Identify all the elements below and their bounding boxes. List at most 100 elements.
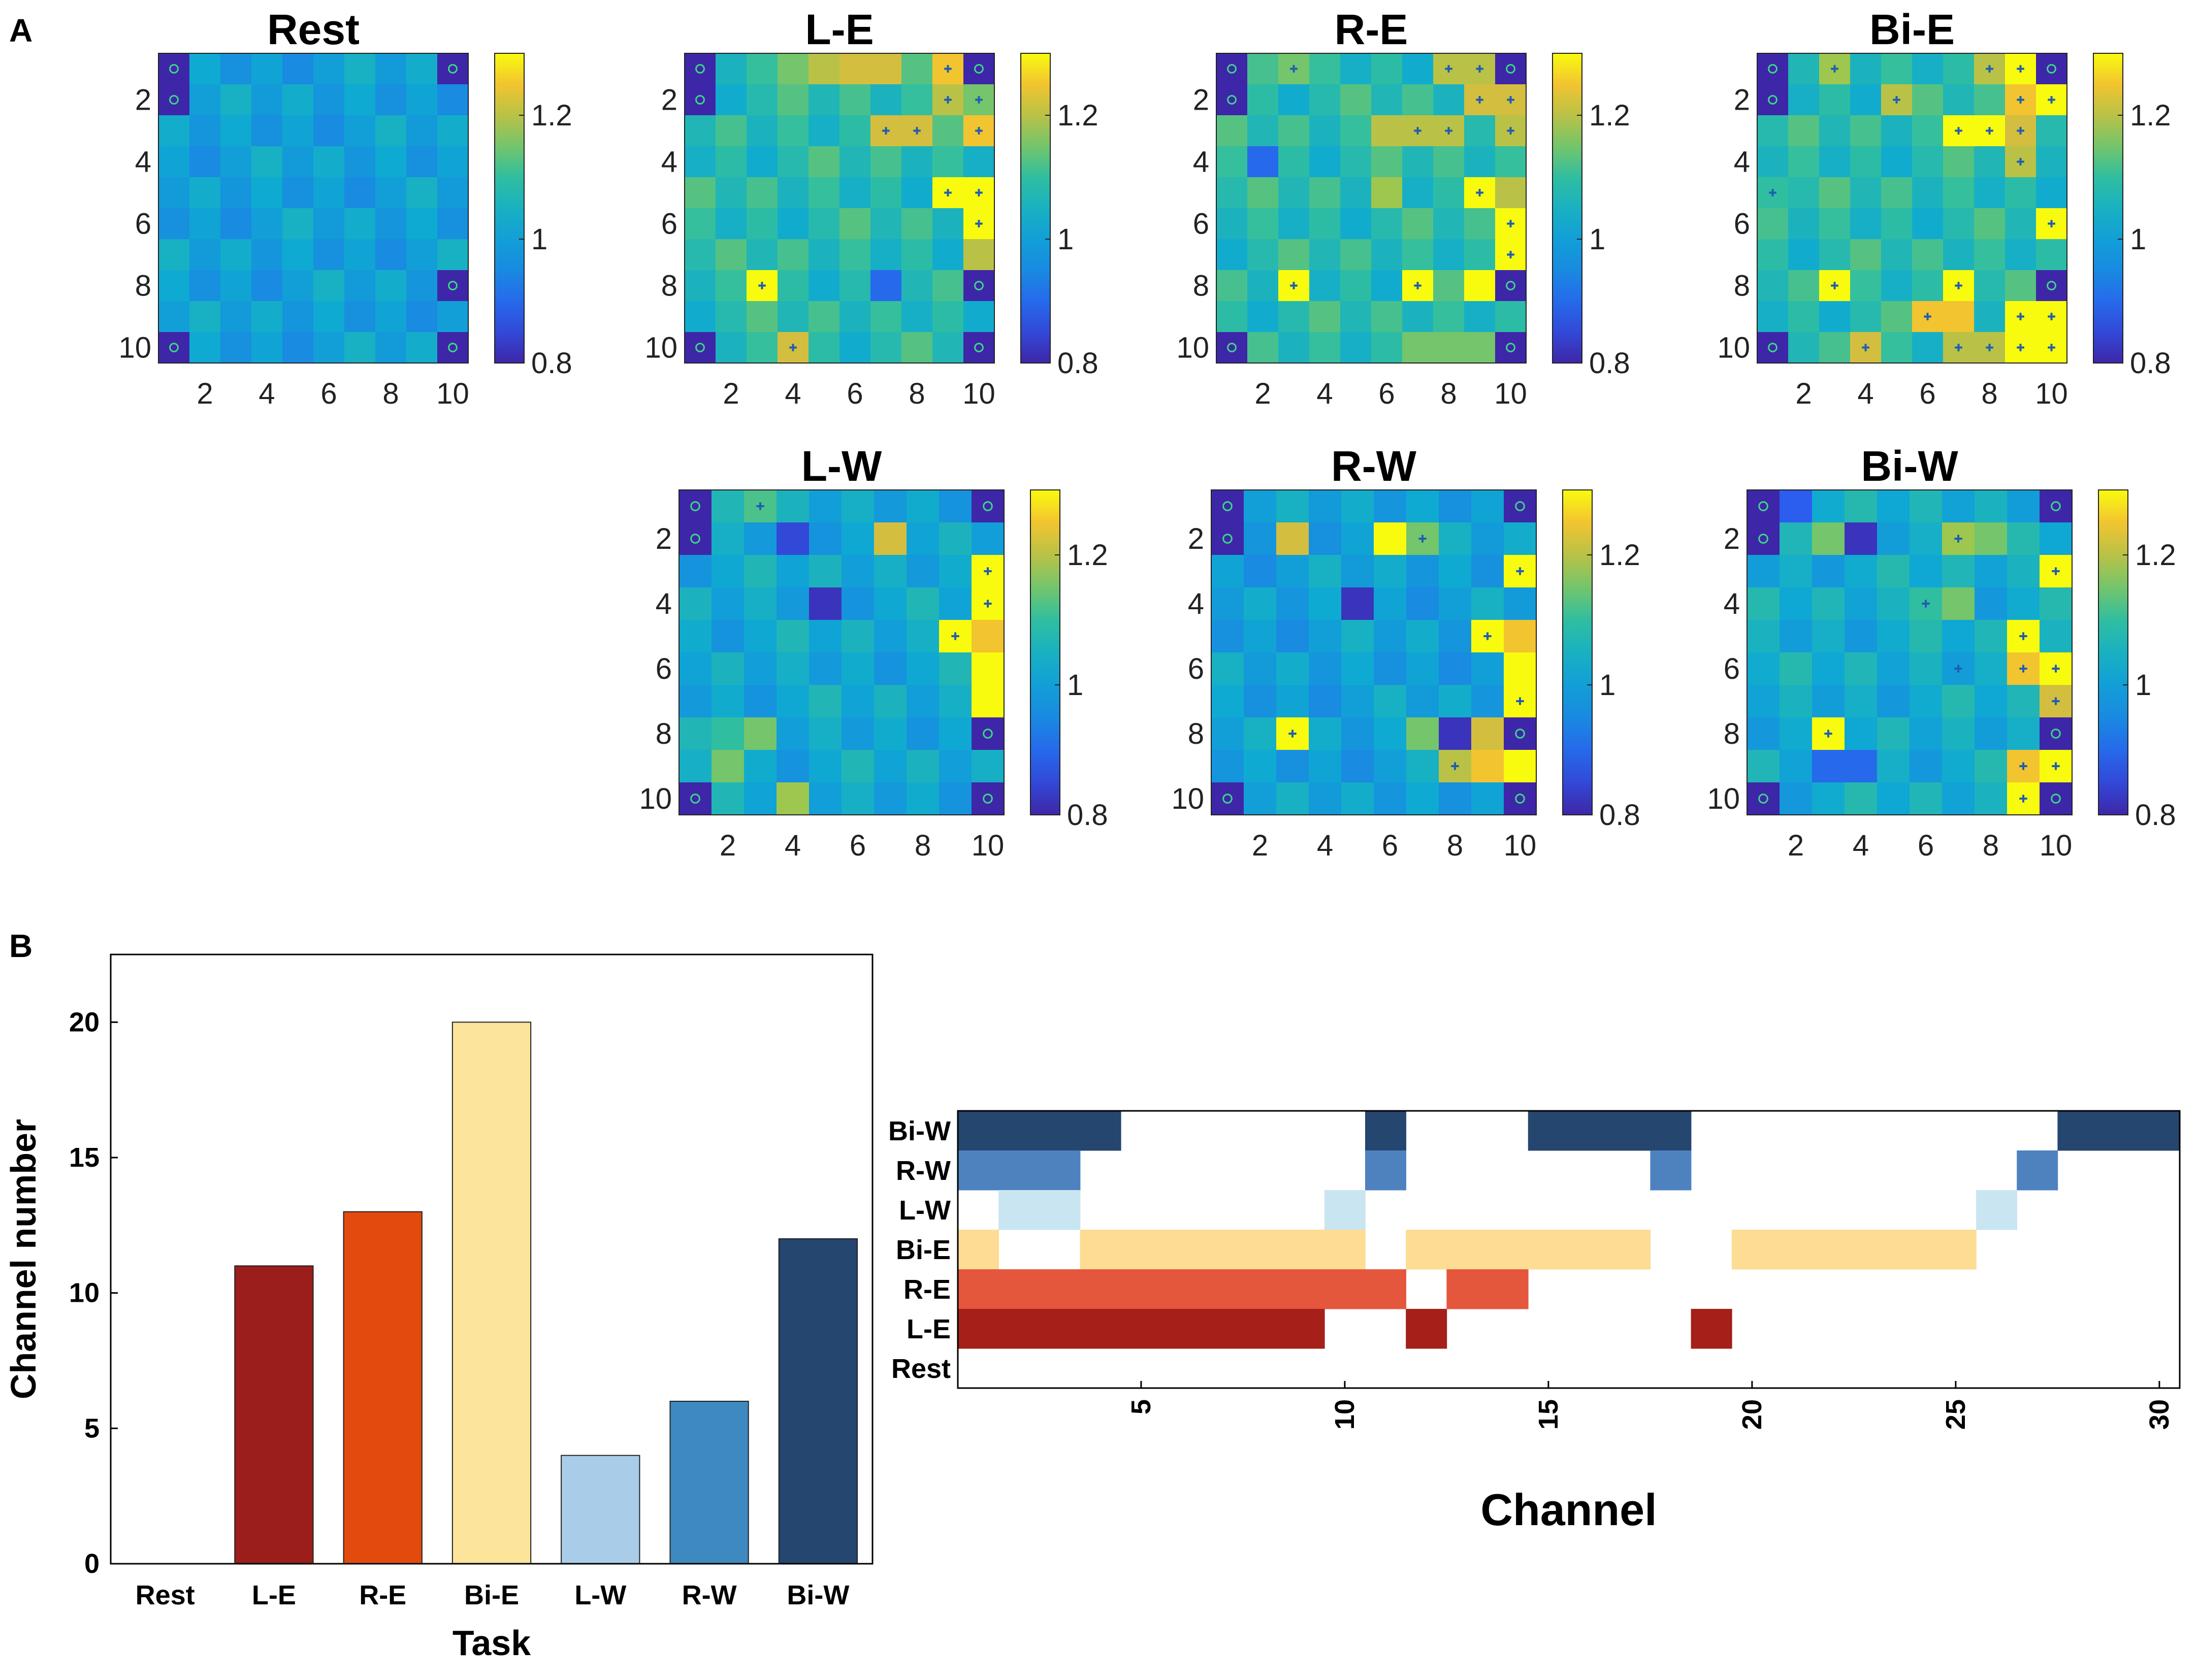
heatmap-cell	[1788, 146, 1820, 178]
heatmap-cell	[777, 522, 810, 555]
heatmap-cell	[251, 239, 283, 271]
heatmap-cell	[932, 208, 964, 240]
heatmap-cell	[1788, 208, 1820, 240]
heatmap-cell	[437, 146, 469, 178]
heatmap-cell	[777, 652, 810, 685]
heatmap-cell	[1975, 522, 2008, 555]
heatmap-cell	[1942, 490, 1975, 523]
heatmap-cell	[939, 555, 972, 588]
heatmap-cell	[1276, 620, 1309, 653]
significance-star-marker	[1924, 313, 1931, 320]
heatmap-title: Bi-E	[1869, 6, 1955, 53]
heatmap-cell	[282, 208, 314, 240]
heatmap-cell	[1402, 301, 1434, 333]
heatmap-cell	[1406, 587, 1439, 620]
heatmap-cell	[744, 522, 777, 555]
significance-star-marker	[975, 127, 983, 135]
heatmap-cell	[1276, 750, 1309, 783]
heatmap-cell	[809, 270, 840, 302]
x-tick-label: 2	[723, 377, 739, 410]
heatmap-cell	[1912, 177, 1944, 209]
y-tick-label: 4	[661, 146, 677, 179]
heatmap-title: R-E	[1335, 6, 1408, 53]
heatmap-cell	[1278, 208, 1310, 240]
x-tick-label: 10	[2035, 377, 2068, 410]
heatmap-cell	[1244, 717, 1277, 750]
significance-star-marker	[756, 502, 764, 510]
heatmap-cell	[1845, 555, 1878, 588]
y-tick-label: 0	[84, 1549, 100, 1579]
heatmap-title: L-W	[801, 442, 882, 490]
heatmap-cell	[839, 84, 871, 116]
heatmap-cell	[2005, 239, 2037, 271]
raster-cell-bi-w	[1080, 1111, 1121, 1151]
heatmap-cell	[1780, 620, 1813, 653]
heatmap-cell	[344, 270, 376, 302]
heatmap-cell	[839, 115, 871, 147]
significance-star-marker	[1290, 282, 1298, 289]
colorbar-tick-label: 1	[1589, 223, 1605, 256]
heatmap-cell	[972, 490, 1005, 523]
heatmap-cell	[1504, 782, 1537, 815]
raster-cell-bi-e	[1569, 1230, 1610, 1270]
heatmap-cell	[1757, 301, 1789, 333]
heatmap-cell	[282, 115, 314, 147]
heatmap-cell	[809, 620, 842, 653]
heatmap-cell	[716, 301, 747, 333]
heatmap-cell	[344, 332, 376, 364]
significance-star-marker	[2019, 632, 2027, 640]
heatmap-cell	[1780, 522, 1813, 555]
significance-star-marker	[1955, 127, 1962, 135]
significance-star-marker	[944, 189, 952, 196]
heatmap-cell	[1374, 750, 1407, 783]
significance-star-marker	[975, 220, 983, 227]
heatmap-cell	[1819, 84, 1851, 116]
raster-cell-bi-w	[2098, 1111, 2140, 1151]
heatmap-cell	[1211, 652, 1244, 685]
heatmap-cell	[1974, 270, 2006, 302]
heatmap-cell	[839, 177, 871, 209]
heatmap-cell	[1850, 84, 1882, 116]
heatmap-cell	[901, 177, 933, 209]
heatmap-cell	[874, 620, 907, 653]
heatmap-cell	[1819, 115, 1851, 147]
heatmap-cell	[2007, 555, 2040, 588]
raster-cell-r-e	[1120, 1269, 1162, 1309]
heatmap-bi-w: Bi-W 2 4 6 8 10 2 4 6 8 10 0.8 1 1.2	[1707, 442, 2176, 862]
heatmap-cell	[777, 717, 810, 750]
heatmap-cell	[1433, 208, 1465, 240]
x-axis-label: Task	[452, 1623, 531, 1663]
raster-cell-r-e	[1161, 1269, 1203, 1309]
heatmap-cell	[1371, 270, 1403, 302]
heatmap-cell	[901, 208, 933, 240]
heatmap-cell	[712, 782, 745, 815]
x-tick-label: 6	[1919, 377, 1935, 410]
heatmap-r-w: R-W 2 4 6 8 10 2 4 6 8 10 0.8 1 1.2	[1171, 442, 1640, 862]
heatmap-cell	[1247, 270, 1279, 302]
heatmap-grid: Rest 2 4 6 8 10 2 4 6 8 10 0.8 1 1.2 L-E 2 4 6 8 10 2 4 6 8 10 0.…	[118, 6, 2176, 862]
heatmap-cell	[406, 270, 438, 302]
bar-l-e	[234, 1265, 314, 1564]
x-tick-label: 2	[1788, 829, 1804, 862]
heatmap-cell	[1244, 782, 1277, 815]
heatmap-cell	[189, 146, 221, 178]
heatmap-cell	[1747, 750, 1780, 783]
heatmap-cell	[712, 555, 745, 588]
heatmap-cell	[344, 115, 376, 147]
x-tick-label: 2	[1254, 377, 1271, 410]
x-tick-label: 10	[1330, 1399, 1360, 1430]
heatmap-cell	[1309, 270, 1341, 302]
heatmap-cell	[778, 53, 809, 85]
heatmap-cell	[870, 177, 902, 209]
heatmap-cell	[1788, 332, 1820, 364]
raster-cell-l-w	[1324, 1190, 1366, 1230]
raster-cell-l-e	[1406, 1309, 1447, 1349]
significance-star-marker	[1893, 96, 1900, 104]
heatmap-cell	[1471, 522, 1504, 555]
heatmap-cell	[1942, 782, 1975, 815]
heatmap-cell	[1309, 750, 1342, 783]
heatmap-cell	[777, 555, 810, 588]
heatmap-cell	[1812, 490, 1845, 523]
heatmap-cell	[1819, 239, 1851, 271]
heatmap-cell	[777, 782, 810, 815]
